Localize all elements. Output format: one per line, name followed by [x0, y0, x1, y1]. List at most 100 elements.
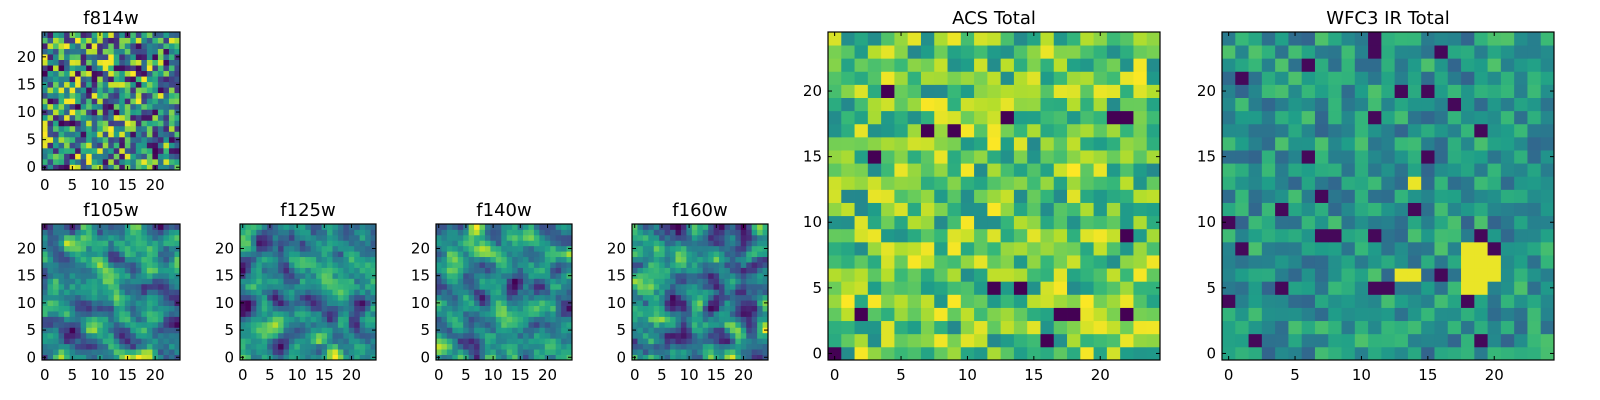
heatmap-cell [1275, 202, 1289, 217]
heatmap-cell [637, 327, 644, 334]
heatmap-cell [495, 229, 502, 236]
heatmap-cell [163, 109, 170, 116]
heatmap-cell [506, 327, 513, 334]
heatmap-cell [1314, 71, 1329, 85]
heatmap-cell [102, 142, 109, 149]
heatmap-cell [1301, 333, 1316, 348]
heatmap-cell [343, 267, 350, 274]
heatmap-cell [1248, 71, 1263, 85]
heatmap-cell [713, 272, 720, 279]
heatmap-cell [506, 300, 513, 306]
heatmap-cell [441, 332, 448, 339]
heatmap-cell [102, 338, 109, 345]
heatmap-cell [327, 251, 333, 258]
heatmap-cell [64, 332, 70, 339]
heatmap-cell [506, 245, 513, 252]
heatmap-cell [867, 333, 882, 348]
heatmap-cell [1053, 294, 1068, 308]
heatmap-cell [58, 338, 65, 345]
heatmap-cell [987, 255, 1002, 269]
heatmap-cell [86, 114, 93, 121]
heatmap-cell [267, 234, 274, 241]
heatmap-cell [64, 158, 70, 165]
heatmap-cell [119, 158, 126, 165]
heatmap-cell [1067, 136, 1081, 151]
heatmap-cell [58, 125, 65, 132]
heatmap-cell [91, 54, 98, 60]
heatmap-cell [58, 32, 65, 38]
heatmap-cell [359, 305, 366, 312]
heatmap-cell [457, 272, 464, 279]
heatmap-cell [881, 241, 895, 256]
heatmap-cell [457, 229, 464, 236]
heatmap-cell [102, 245, 109, 252]
heatmap-cell [1341, 150, 1356, 164]
heatmap-cell [1275, 150, 1289, 164]
heatmap-cell [157, 267, 164, 274]
heatmap-cell [854, 320, 869, 335]
heatmap-cell [1394, 307, 1409, 322]
heatmap-cell [91, 70, 98, 77]
heatmap-cell [934, 110, 948, 125]
heatmap-cell [1314, 215, 1329, 230]
heatmap-cell [163, 131, 170, 138]
heatmap-cell [881, 123, 895, 138]
heatmap-cell [130, 103, 137, 110]
heatmap-cell [80, 131, 87, 138]
heatmap-cell [881, 294, 895, 308]
heatmap-cell [1314, 320, 1329, 335]
heatmap-cell [1500, 123, 1515, 138]
heatmap-cell [163, 321, 170, 328]
heatmap-cell [746, 267, 753, 274]
heatmap-cell [1368, 320, 1382, 335]
heatmap-cell [69, 120, 76, 127]
heatmap-cell [1368, 281, 1382, 295]
heatmap-cell [539, 251, 546, 258]
heatmap-cell [1222, 45, 1236, 59]
heatmap-cell [113, 316, 120, 323]
heatmap-cell [517, 349, 524, 355]
heatmap-cell [124, 343, 131, 350]
heatmap-cell [119, 294, 126, 301]
heatmap-cell [250, 332, 257, 339]
heatmap-cell [1421, 45, 1435, 59]
heatmap-cell [686, 343, 693, 350]
heatmap-cell [305, 343, 312, 350]
heatmap-cell [47, 32, 54, 38]
heatmap-cell [75, 125, 82, 132]
heatmap-cell [250, 229, 257, 236]
heatmap-cell [1500, 215, 1515, 230]
heatmap-cell [854, 189, 869, 203]
heatmap-cell [141, 65, 148, 72]
heatmap-cell [135, 98, 142, 105]
heatmap-cell [1514, 32, 1528, 46]
heatmap-cell [436, 332, 442, 339]
heatmap-cell [686, 267, 693, 274]
heatmap-cell [1067, 189, 1081, 203]
heatmap-cell [1447, 123, 1462, 138]
heatmap-cell [124, 120, 131, 127]
heatmap-cell [102, 289, 109, 296]
heatmap-cell [86, 354, 93, 361]
heatmap-cell [1013, 71, 1028, 85]
heatmap-cell [686, 283, 693, 290]
heatmap-cell [1341, 45, 1356, 59]
heatmap-cell [561, 278, 567, 285]
heatmap-cell [746, 224, 753, 230]
heatmap-cell [1040, 241, 1055, 256]
heatmap-cell [245, 327, 252, 334]
heatmap-cell [479, 251, 486, 258]
heatmap-cell [1133, 320, 1148, 335]
heatmap-cell [343, 251, 350, 258]
heatmap-cell [321, 311, 328, 317]
heatmap-cell [157, 354, 164, 361]
heatmap-cell [163, 158, 170, 165]
heatmap-cell [168, 354, 175, 361]
heatmap-cell [135, 43, 142, 49]
heatmap-cell [670, 343, 676, 350]
heatmap-cell [261, 349, 268, 355]
heatmap-cell [637, 311, 644, 317]
heatmap-cell [1421, 97, 1435, 112]
heatmap-cell [1275, 136, 1289, 151]
